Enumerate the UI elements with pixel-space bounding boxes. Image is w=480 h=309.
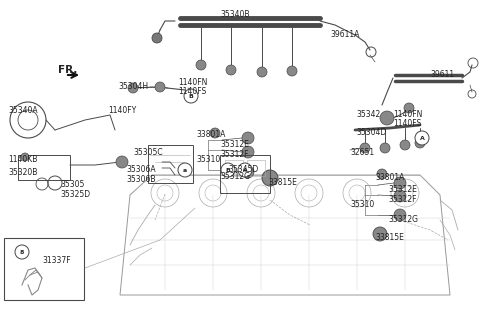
Text: 35306A: 35306A <box>126 165 156 174</box>
Circle shape <box>373 227 387 241</box>
Text: A: A <box>420 136 424 141</box>
Text: 33815E: 33815E <box>268 178 297 187</box>
Text: 35340B: 35340B <box>220 10 250 19</box>
Circle shape <box>400 140 410 150</box>
Text: 35312E: 35312E <box>388 185 417 194</box>
Text: 35305: 35305 <box>60 180 84 189</box>
Circle shape <box>242 132 254 144</box>
Circle shape <box>238 163 252 177</box>
Circle shape <box>394 190 406 202</box>
Text: 1140FY: 1140FY <box>108 106 136 115</box>
Text: 1140FN: 1140FN <box>178 78 207 87</box>
Circle shape <box>210 128 220 138</box>
Circle shape <box>404 103 414 113</box>
Text: A: A <box>242 167 247 172</box>
Text: 35320B: 35320B <box>8 168 37 177</box>
Text: 39611A: 39611A <box>330 30 360 39</box>
Circle shape <box>152 33 162 43</box>
Text: 35342: 35342 <box>356 110 380 119</box>
Text: 35312F: 35312F <box>388 195 417 204</box>
Circle shape <box>184 89 198 103</box>
Circle shape <box>155 82 165 92</box>
Circle shape <box>287 66 297 76</box>
Text: 1140KB: 1140KB <box>8 155 37 164</box>
Circle shape <box>380 143 390 153</box>
Text: 1140FN: 1140FN <box>393 110 422 119</box>
Bar <box>220 155 270 193</box>
Text: 32651: 32651 <box>350 148 374 157</box>
Text: 35304D: 35304D <box>356 128 386 137</box>
Circle shape <box>360 143 370 153</box>
Text: 35304H: 35304H <box>118 82 148 91</box>
Text: 35325D: 35325D <box>60 190 90 199</box>
Text: 35345D: 35345D <box>228 165 258 174</box>
Text: a: a <box>183 167 187 172</box>
Text: 35306B: 35306B <box>126 175 156 184</box>
Circle shape <box>242 166 254 178</box>
Text: 35312E: 35312E <box>220 140 249 149</box>
Text: 1140FS: 1140FS <box>178 87 206 96</box>
Text: 31337F: 31337F <box>42 256 71 265</box>
Text: B: B <box>226 167 230 172</box>
Circle shape <box>128 83 138 93</box>
Circle shape <box>242 146 254 158</box>
Text: FR.: FR. <box>58 65 77 75</box>
Circle shape <box>15 245 29 259</box>
Text: 35312G: 35312G <box>388 215 418 224</box>
Text: 35305C: 35305C <box>133 148 163 157</box>
Text: B: B <box>189 94 193 99</box>
Circle shape <box>116 156 128 168</box>
Bar <box>18 155 70 180</box>
Bar <box>4 238 84 300</box>
Bar <box>148 145 193 183</box>
Circle shape <box>257 67 267 77</box>
Circle shape <box>178 163 192 177</box>
Circle shape <box>262 170 278 186</box>
Circle shape <box>196 60 206 70</box>
Circle shape <box>221 163 235 177</box>
Text: 33815E: 33815E <box>375 233 404 242</box>
Text: 8: 8 <box>20 249 24 255</box>
Circle shape <box>394 177 406 189</box>
Bar <box>247 160 265 176</box>
Text: 35312G: 35312G <box>220 172 250 181</box>
Text: 35312F: 35312F <box>220 150 249 159</box>
Circle shape <box>380 111 394 125</box>
Circle shape <box>415 131 429 145</box>
Circle shape <box>415 138 425 148</box>
Text: 35310: 35310 <box>196 155 220 164</box>
Circle shape <box>21 153 29 161</box>
Text: 33801A: 33801A <box>375 173 404 182</box>
Text: 33801A: 33801A <box>196 130 226 139</box>
Text: 35310: 35310 <box>350 200 374 209</box>
Bar <box>225 160 243 176</box>
Circle shape <box>394 209 406 221</box>
Circle shape <box>377 169 387 179</box>
Circle shape <box>226 65 236 75</box>
Text: 39611: 39611 <box>430 70 454 79</box>
Text: 35340A: 35340A <box>8 106 37 115</box>
Text: 1140FS: 1140FS <box>393 119 421 128</box>
